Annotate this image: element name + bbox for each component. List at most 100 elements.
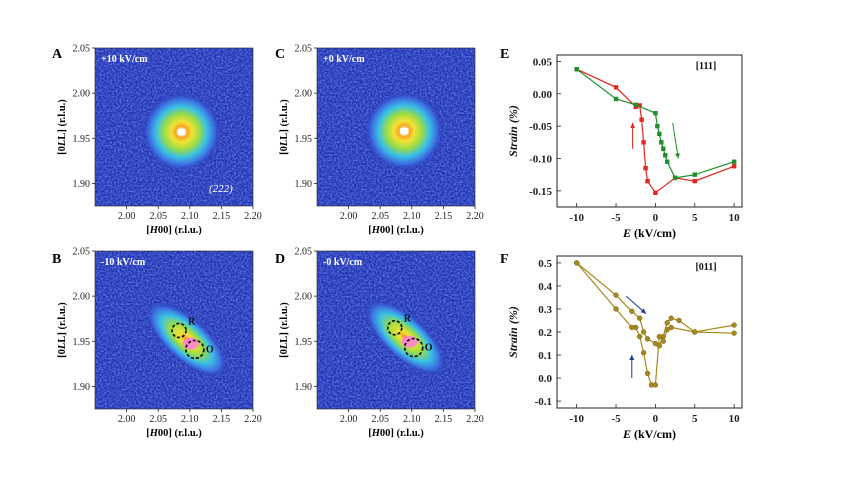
reflection-index: (222) xyxy=(209,183,233,195)
x-tick-label: 2.20 xyxy=(466,211,484,222)
direction-annotation: [011] xyxy=(695,262,716,273)
data-point xyxy=(641,140,646,145)
data-point xyxy=(613,306,619,312)
data-point xyxy=(692,172,697,177)
data-point xyxy=(613,96,619,102)
y-tick-label: 0.0 xyxy=(538,373,552,385)
y-axis-label: [0LL] (r.l.u.) xyxy=(279,302,290,358)
y-tick-label: 0.2 xyxy=(538,327,552,339)
map-content xyxy=(317,48,475,206)
axis-label-part: [ xyxy=(146,428,150,439)
data-point xyxy=(645,178,650,184)
x-tick-label: 2.10 xyxy=(181,211,199,222)
x-tick-label: 2.00 xyxy=(340,414,358,425)
map-content xyxy=(95,251,253,409)
y-axis-label: [0LL] (r.l.u.) xyxy=(57,302,68,358)
phase-marker-ring-r xyxy=(386,319,403,336)
y-tick-label: 2.05 xyxy=(295,44,313,55)
sweep-arrow-head-1 xyxy=(629,355,635,360)
axis-label-part: L] (r.l.u.) xyxy=(279,302,290,343)
panel-letter-c: C xyxy=(275,47,285,62)
data-point xyxy=(692,178,697,184)
data-point xyxy=(692,329,698,335)
data-point xyxy=(640,329,647,335)
y-tick-label: 1.95 xyxy=(73,134,91,145)
y-tick-label: 0.3 xyxy=(538,304,552,316)
panel-letter-d: D xyxy=(275,252,285,267)
x-tick-label: -10 xyxy=(569,413,584,425)
y-axis-label: [0LL] (r.l.u.) xyxy=(57,99,68,155)
map-frame xyxy=(94,250,254,410)
y-tick-label: -0.15 xyxy=(529,186,552,198)
series-line-1 xyxy=(576,68,735,179)
data-point xyxy=(731,322,737,328)
panel-letter-b: B xyxy=(52,252,61,267)
phase-marker-ring-o xyxy=(185,339,205,360)
map-frame xyxy=(94,47,254,207)
y-tick-label: 1.95 xyxy=(295,134,313,145)
field-label: -10 kV/cm xyxy=(101,257,146,268)
phase-marker-label-r: R xyxy=(404,314,412,325)
data-point xyxy=(653,190,658,195)
x-axis-label: [H00] (r.l.u.) xyxy=(146,225,202,236)
y-tick-label: 0.5 xyxy=(538,258,552,270)
y-axis-label: Strain (%) xyxy=(506,105,520,157)
x-axis-label: E (kV/cm) xyxy=(622,427,676,441)
y-tick-label: 0.05 xyxy=(533,56,553,68)
data-point xyxy=(613,85,619,90)
map-panel-b: R O -10 kV/cm 2.00 2.05 2.10 2.15 2.20 1.90 1.95 2… xyxy=(57,247,262,440)
axis-label-italic-part: L xyxy=(279,343,290,350)
data-point xyxy=(672,175,678,181)
map-frame xyxy=(316,250,476,410)
y-tick-label: 0.00 xyxy=(533,89,553,101)
data-point xyxy=(657,131,662,137)
data-point xyxy=(663,153,668,158)
chart-e-111-strain: -10 -5 0 5 10 0.05 0.00 -0.05 -0.10 -0.15 E (kV/cm… xyxy=(506,54,743,240)
data-point xyxy=(629,324,635,331)
axis-label-italic-part: H xyxy=(149,225,159,236)
data-point xyxy=(633,102,638,108)
data-point xyxy=(665,159,670,164)
peak-center xyxy=(182,337,199,350)
data-point xyxy=(731,330,737,336)
axis-label-part: 00] (r.l.u.) xyxy=(380,428,424,439)
x-tick-label: 2.00 xyxy=(340,211,358,222)
plot-frame xyxy=(556,54,743,208)
sweep-arrow-shaft-1 xyxy=(672,122,679,159)
data-point xyxy=(648,382,655,388)
axis-label-part: [0 xyxy=(279,349,290,358)
x-tick-label: 5 xyxy=(692,212,698,224)
data-point xyxy=(637,103,642,108)
map-panel-a: +10 kV/cm (222) 2.00 2.05 2.10 2.15 2.20 1.90 1.… xyxy=(57,44,262,237)
x-tick-label: 2.00 xyxy=(118,414,136,425)
x-tick-label: 10 xyxy=(729,413,741,425)
axis-label-part: [0 xyxy=(57,349,68,358)
y-tick-label: 2.05 xyxy=(73,44,91,55)
axis-label-italic-part: L xyxy=(57,140,68,147)
y-tick-label: 1.95 xyxy=(295,337,313,348)
y-tick-label: 1.90 xyxy=(295,179,313,190)
y-tick-label: 1.90 xyxy=(73,382,91,393)
axis-label-part: (kV/cm) xyxy=(631,427,676,441)
map-panel-c: +0 kV/cm 2.00 2.05 2.10 2.15 2.20 1.90 1.95 2.00… xyxy=(279,44,484,237)
axis-label-part: L] (r.l.u.) xyxy=(279,99,290,140)
data-point xyxy=(668,315,674,321)
peak-center xyxy=(177,128,186,135)
peak-center xyxy=(400,128,409,135)
phase-marker-ring-o xyxy=(403,337,424,358)
x-tick-label: 2.10 xyxy=(403,211,421,222)
data-point xyxy=(664,327,670,333)
axis-label-part: [ xyxy=(368,428,372,439)
y-tick-label: 1.90 xyxy=(295,382,313,393)
data-point xyxy=(639,117,644,122)
x-tick-label: 2.15 xyxy=(435,211,453,222)
phase-marker-label-o: O xyxy=(206,344,214,355)
x-axis-label: [H00] (r.l.u.) xyxy=(368,428,424,439)
data-point xyxy=(668,324,674,331)
data-point xyxy=(731,159,737,164)
data-point xyxy=(637,315,643,321)
phase-marker-ring-r xyxy=(171,322,187,339)
data-point xyxy=(629,308,635,314)
sweep-arrow-head-1 xyxy=(675,153,680,159)
